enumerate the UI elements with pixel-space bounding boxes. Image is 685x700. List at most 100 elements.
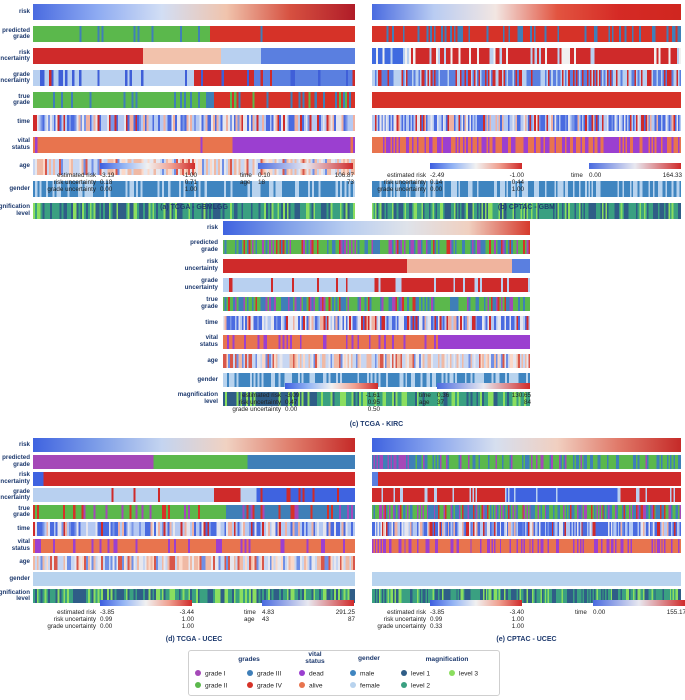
legend-min-d-1: 0.99 <box>100 616 113 623</box>
track-grade-uncertainty <box>33 488 355 503</box>
track-predicted-grade <box>372 454 681 469</box>
row-label-gender: gender <box>197 375 218 383</box>
legend-max-d-0: -3.44 <box>179 609 194 616</box>
track-true-grade <box>372 505 681 520</box>
track-risk-uncertainty <box>33 48 355 65</box>
legend-right-label-a-0: time <box>240 172 252 179</box>
legend-right-min-c-1: 37 <box>437 399 445 406</box>
track-time <box>33 522 355 536</box>
legend-max-b-1: 0.44 <box>511 179 524 186</box>
legend-max-e-0: -3.40 <box>509 609 524 616</box>
legend-min-a-2: 0.00 <box>100 186 113 193</box>
colorbar-time-a <box>258 163 353 169</box>
legend-max-c-0: -1.61 <box>365 392 380 399</box>
legend-label-c-0: estimated risk <box>242 392 281 399</box>
legend-right-label-d-1: age <box>244 616 255 623</box>
legend-title-grades: grades <box>238 656 260 663</box>
legend-right-max-d-0: 291.25 <box>335 609 355 616</box>
row-label-gender: gender <box>9 575 30 583</box>
track-magnification-level <box>223 392 530 406</box>
legend-level-1: level 1 <box>401 670 430 679</box>
legend-label-e-1: risk uncertainty <box>383 616 426 623</box>
legend-item-label: grade II <box>205 682 228 690</box>
legend-right-min-e-0: 0.00 <box>593 609 606 616</box>
legend-title-magnification: magnification <box>425 656 469 663</box>
legend-dead: dead <box>299 670 324 679</box>
legend-right-min-b-0: 0.00 <box>589 172 602 179</box>
legend-min-e-0: -3.85 <box>430 609 445 616</box>
legend-swatch <box>247 670 253 676</box>
legend-right-max-b-0: 164.33 <box>662 172 682 179</box>
legend-min-a-1: 0.18 <box>100 179 113 186</box>
legend-grade-3: grade III <box>247 670 281 679</box>
track-age <box>33 555 355 570</box>
track-age <box>223 354 530 368</box>
row-label-risk: risk <box>18 7 30 15</box>
track-true-grade <box>223 297 530 311</box>
track-risk-uncertainty <box>372 471 681 486</box>
track-predicted-grade <box>33 26 355 43</box>
legend-label-d-0: estimated risk <box>57 609 96 616</box>
legend-max-d-2: 1.00 <box>181 623 194 630</box>
legend-label-c-2: grade uncertainty <box>232 406 281 413</box>
track-vital-status <box>33 538 355 553</box>
legend-swatch <box>350 670 356 676</box>
legend-min-c-1: 0.47 <box>285 399 298 406</box>
legend-grade-4: grade IV <box>247 682 282 691</box>
legend-right-label-b-0: time <box>571 172 583 179</box>
colorbar-risk-e <box>430 600 522 606</box>
track-risk <box>372 4 681 20</box>
colorbar-time-e <box>593 600 685 606</box>
row-label-true-grade: true grade <box>13 504 30 519</box>
track-magnification-level <box>33 589 355 604</box>
legend-swatch <box>247 682 253 688</box>
caption-d: (d) TCGA - UCEC <box>165 636 223 643</box>
row-label-vital-status: vital status <box>11 137 30 151</box>
legend-swatch <box>299 670 305 676</box>
track-grade-uncertainty <box>223 278 530 292</box>
legend-min-c-0: -3.09 <box>285 392 300 399</box>
legend-title-vital: vital status <box>305 651 325 665</box>
legend-grade-2: grade II <box>195 682 227 691</box>
track-gender <box>372 572 681 587</box>
colorbar-risk-c <box>285 383 378 389</box>
caption-b: (b) CPTAC - GBM <box>497 204 556 211</box>
legend-right-label-e-0: time <box>575 609 587 616</box>
legend-right-label-a-1: age <box>240 179 251 186</box>
row-label-age: age <box>19 558 30 566</box>
legend-right-min-c-0: 0.36 <box>437 392 450 399</box>
track-age <box>372 555 681 570</box>
track-risk-uncertainty <box>33 471 355 486</box>
track-grade-uncertainty <box>372 70 681 87</box>
colorbar-time-d <box>262 600 354 606</box>
legend-grade-1: grade I <box>195 670 226 679</box>
row-label-age: age <box>207 356 218 364</box>
row-label-risk: risk <box>18 440 30 448</box>
legend-right-min-a-0: 0.10 <box>258 172 271 179</box>
legend-min-d-2: 0.00 <box>100 623 113 630</box>
row-label-risk: risk <box>206 223 218 231</box>
track-gender <box>33 572 355 587</box>
legend-swatch <box>401 670 407 676</box>
row-label-predicted-grade: predicted grade <box>2 454 30 468</box>
colorbar-risk-a <box>100 163 195 169</box>
legend-right-min-d-0: 4.83 <box>262 609 275 616</box>
legend-max-c-2: 0.50 <box>367 406 380 413</box>
legend-item-label: grade I <box>205 670 226 678</box>
legend-right-max-a-1: 73 <box>346 179 354 186</box>
legend-item-label: level 1 <box>411 670 431 678</box>
track-risk <box>372 438 681 452</box>
legend-label-a-0: estimated risk <box>57 172 96 179</box>
track-predicted-grade <box>223 240 530 254</box>
row-label-age: age <box>19 162 30 170</box>
legend-label-d-1: risk uncertainty <box>53 616 96 623</box>
legend-label-a-1: risk uncertainty <box>53 179 96 186</box>
legend-max-a-0: -1.00 <box>182 172 197 179</box>
row-label-gender: gender <box>9 184 30 192</box>
legend-item-label: dead <box>309 670 324 678</box>
track-vital-status <box>223 335 530 349</box>
